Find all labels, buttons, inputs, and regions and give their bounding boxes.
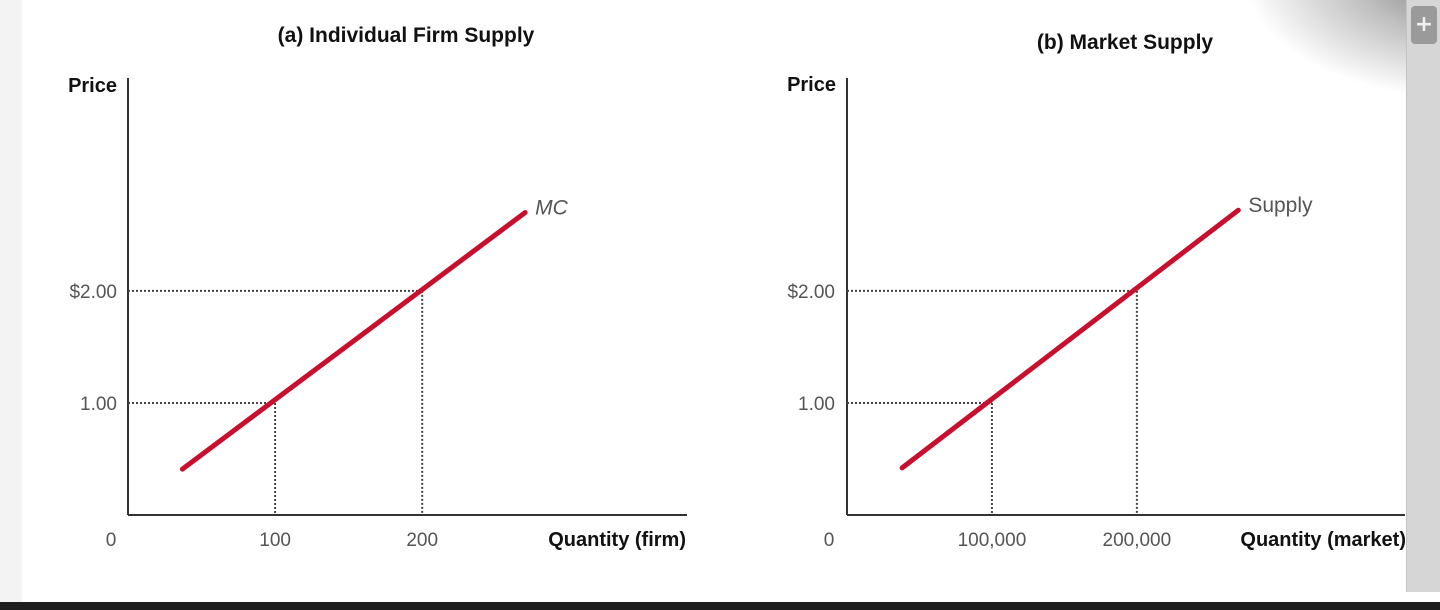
- left-page-margin: [0, 0, 22, 602]
- chart-a-y-tick-label: $2.00: [69, 282, 117, 303]
- chart-a-x-axis-title: Quantity (firm): [548, 529, 686, 551]
- chart-b-x-tick-label: 200,000: [1103, 530, 1172, 551]
- chart-a-series-label-mc: MC: [535, 196, 568, 219]
- chart-b-x-axis-title: Quantity (market): [1240, 529, 1406, 551]
- chart-a-y-axis-title: Price: [68, 75, 117, 97]
- chart-b-y-axis-title: Price: [787, 74, 836, 96]
- bottom-bar: [0, 602, 1440, 610]
- chart-b-y-tick-label: $2.00: [787, 282, 835, 303]
- chart-a-series-line-mc: [179, 210, 528, 472]
- plus-icon[interactable]: +: [1411, 6, 1437, 44]
- chart-a-y-tick-label: 1.00: [80, 394, 117, 415]
- chart-a-origin-label: 0: [106, 530, 117, 551]
- chart-b-title: (b) Market Supply: [1037, 31, 1214, 54]
- chart-b-y-tick-label: 1.00: [798, 394, 835, 415]
- chart-a-x-tick-label: 200: [406, 530, 438, 551]
- chart-a-x-tick-label: 100: [259, 530, 291, 551]
- chart-b-origin-label: 0: [824, 530, 835, 551]
- scrollbar[interactable]: +: [1406, 0, 1440, 592]
- chart-b-series-label-supply: Supply: [1248, 194, 1313, 217]
- chart-b-x-tick-label: 100,000: [958, 530, 1027, 551]
- chart-b-series-line-supply: [899, 207, 1241, 471]
- chart-a-title: (a) Individual Firm Supply: [278, 24, 535, 47]
